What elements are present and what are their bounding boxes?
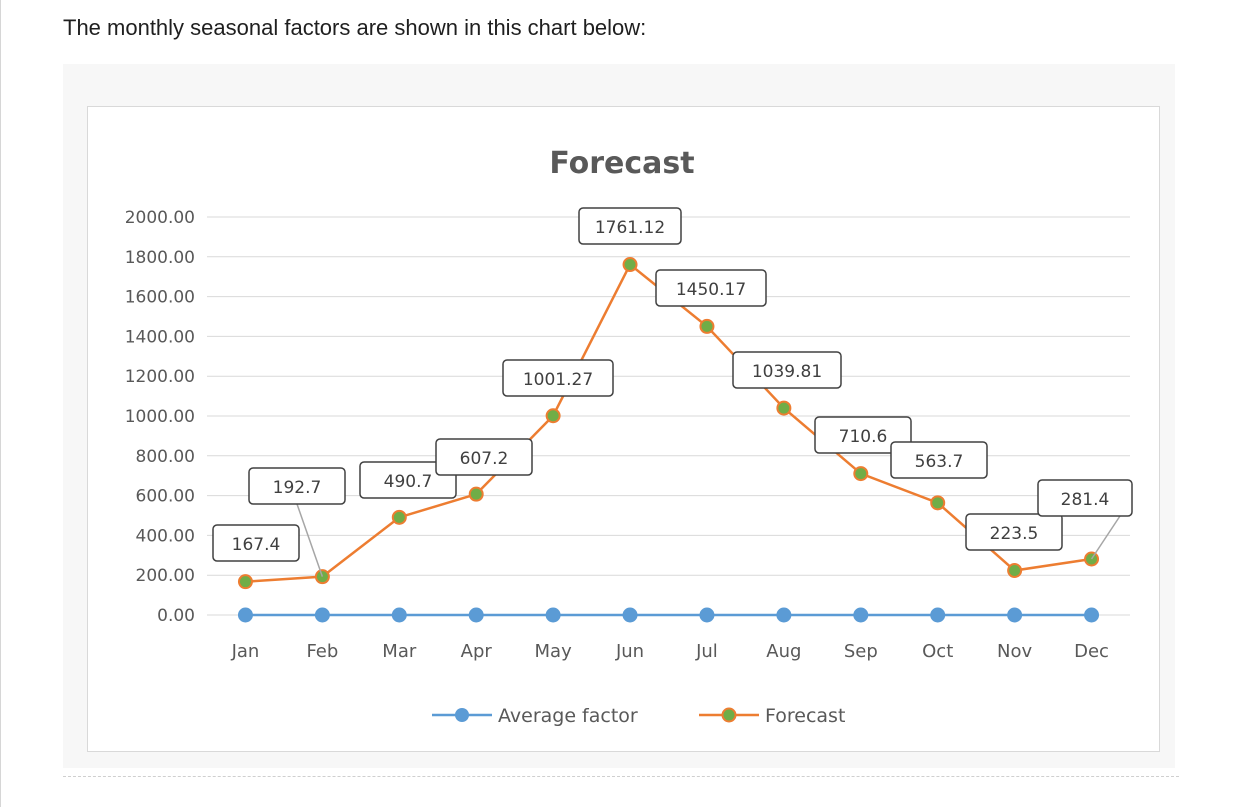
legend-label: Forecast xyxy=(765,705,845,727)
y-tick-label: 1400.00 xyxy=(125,327,195,347)
data-label: 1001.27 xyxy=(523,370,593,390)
data-label: 1039.81 xyxy=(752,362,822,382)
series-line xyxy=(245,262,1092,583)
data-point xyxy=(545,408,561,424)
data-label-box xyxy=(890,441,988,479)
forecast-chart: Forecast 2000.00 1800.00 1600.00 1400.00 1200… xyxy=(125,146,1133,727)
x-tick-label: Jun xyxy=(615,641,644,662)
data-label: 192.7 xyxy=(273,478,322,498)
data-point xyxy=(699,607,715,623)
divider xyxy=(63,776,1179,777)
intro-text: The monthly seasonal factors are shown i… xyxy=(63,15,647,40)
y-tick-label: 800.00 xyxy=(136,447,195,467)
data-label: 281.4 xyxy=(1061,490,1110,510)
data-point xyxy=(622,607,638,623)
data-label-box xyxy=(655,269,767,307)
y-tick-label: 200.00 xyxy=(136,566,195,586)
data-label: 563.7 xyxy=(915,452,964,472)
data-label: 607.2 xyxy=(460,449,509,469)
data-label: 167.4 xyxy=(232,535,281,555)
data-point xyxy=(314,607,330,623)
data-label: 223.5 xyxy=(990,524,1039,544)
data-point xyxy=(391,607,407,623)
data-label-box xyxy=(578,207,682,245)
x-tick-label: Nov xyxy=(997,641,1032,662)
data-label-box xyxy=(814,416,912,454)
data-point xyxy=(853,607,869,623)
data-point xyxy=(1007,607,1023,623)
y-tick-label: 600.00 xyxy=(136,487,195,507)
legend-label: Average factor xyxy=(498,705,638,727)
x-tick-label: Mar xyxy=(382,641,417,662)
y-tick-label: 1800.00 xyxy=(125,248,195,268)
x-tick-label: Oct xyxy=(922,641,953,662)
data-point xyxy=(776,400,792,416)
data-label: 1761.12 xyxy=(595,218,665,238)
data-point xyxy=(930,495,946,511)
x-tick-label: Sep xyxy=(844,641,878,662)
x-tick-label: Apr xyxy=(461,641,493,662)
data-label-box xyxy=(732,351,842,389)
leader-line xyxy=(1090,515,1121,560)
data-point xyxy=(391,509,407,525)
leader-line xyxy=(296,503,324,577)
data-point xyxy=(468,607,484,623)
data-point xyxy=(699,318,715,334)
y-tick-label: 0.00 xyxy=(157,606,195,626)
data-point xyxy=(1084,607,1100,623)
data-point xyxy=(237,607,253,623)
data-label: 710.6 xyxy=(839,427,888,447)
data-point xyxy=(545,607,561,623)
chart-title: Forecast xyxy=(549,146,694,181)
x-tick-label: Aug xyxy=(766,641,801,662)
data-label: 490.7 xyxy=(384,472,433,492)
x-tick-label: Feb xyxy=(306,641,338,662)
data-point xyxy=(468,486,484,502)
y-tick-label: 1000.00 xyxy=(125,407,195,427)
x-tick-label: Jan xyxy=(231,641,260,662)
data-point xyxy=(853,466,869,482)
data-point xyxy=(237,574,253,590)
y-tick-label: 1600.00 xyxy=(125,288,195,308)
data-label-box xyxy=(359,461,457,499)
data-point xyxy=(622,257,638,273)
data-label-box xyxy=(965,513,1063,551)
x-tick-label: May xyxy=(535,641,573,662)
y-tick-label: 1200.00 xyxy=(125,367,195,387)
data-label: 1450.17 xyxy=(676,280,746,300)
legend-marker xyxy=(721,707,737,723)
legend-marker xyxy=(455,708,469,722)
x-tick-label: Dec xyxy=(1074,641,1109,662)
x-tick-label: Jul xyxy=(695,641,718,662)
data-point xyxy=(1007,563,1023,579)
data-label-box xyxy=(435,438,533,476)
data-label-box xyxy=(248,467,346,505)
data-point xyxy=(776,607,792,623)
y-tick-label: 2000.00 xyxy=(125,208,195,228)
data-label-box xyxy=(502,359,614,397)
chart-area: Forecast 2000.00 1800.00 1600.00 1400.00 1200… xyxy=(87,106,1160,752)
data-label-box xyxy=(212,524,300,562)
data-label-box xyxy=(1037,479,1133,517)
data-point xyxy=(930,607,946,623)
y-tick-label: 400.00 xyxy=(136,526,195,546)
